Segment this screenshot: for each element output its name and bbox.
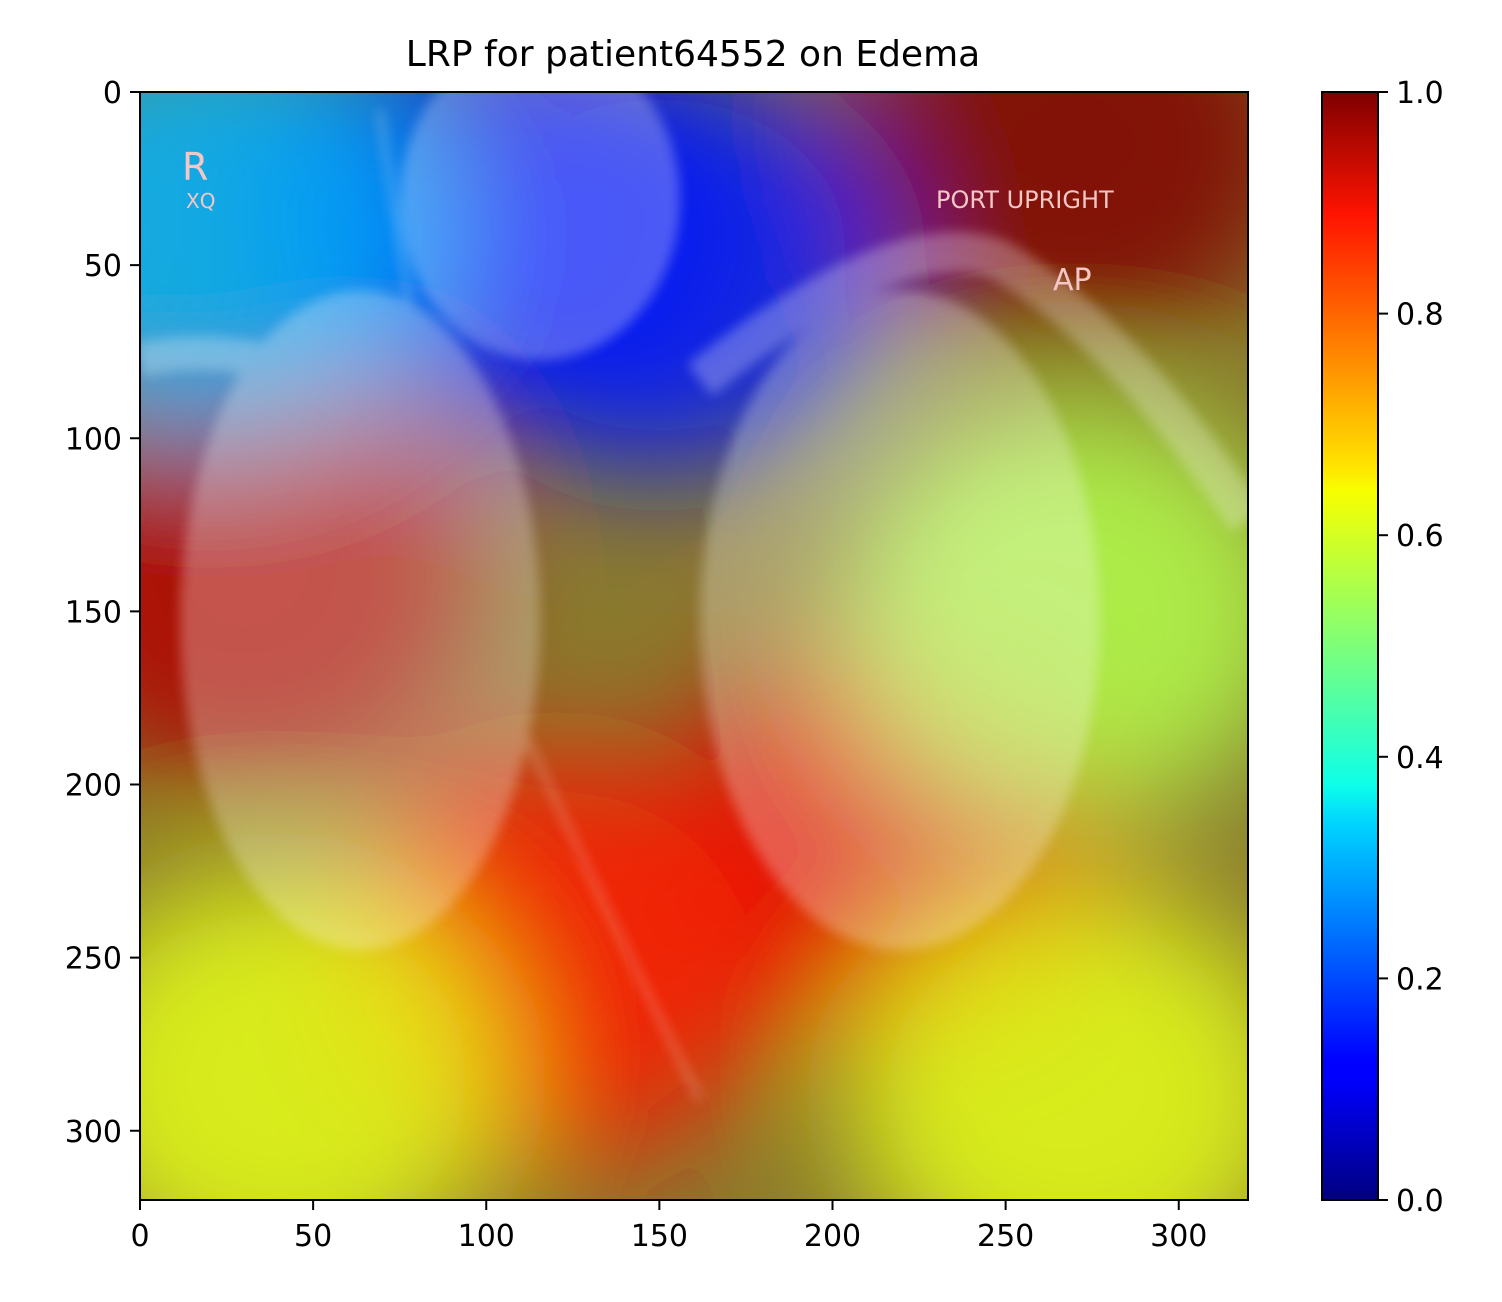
xray-neck <box>400 92 680 360</box>
colorbar <box>1321 91 1379 1201</box>
x-tick-label: 250 <box>977 1219 1034 1254</box>
relevance-blob <box>844 92 1248 354</box>
y-tick-label: 200 <box>65 769 122 804</box>
chart-title: LRP for patient64552 on Edema <box>406 34 980 75</box>
xray-port-upright: PORT UPRIGHT <box>936 186 1114 214</box>
colorbar-tick-label: 0.8 <box>1396 298 1444 333</box>
colorbar-axis: 0.0 0.2 0.4 0.6 0.8 1.0 <box>1378 76 1444 1219</box>
xray-marker-xq: XQ <box>186 189 215 213</box>
y-tick-label: 0 <box>103 76 122 111</box>
xray-right-lung <box>180 290 540 950</box>
x-tick-label: 0 <box>130 1219 149 1254</box>
xray-left-shoulder <box>687 232 1248 532</box>
relevance-blob <box>140 868 509 1200</box>
x-tick-label: 300 <box>1150 1219 1207 1254</box>
y-tick-label: 150 <box>65 595 122 630</box>
relevance-blob <box>844 886 1248 1200</box>
plot-frame <box>139 91 1249 1201</box>
x-tick-label: 200 <box>804 1219 861 1254</box>
xray-right-shoulder <box>140 336 449 445</box>
y-tick-label: 300 <box>65 1115 122 1150</box>
x-tick-label: 100 <box>458 1219 515 1254</box>
colorbar-tick-label: 1.0 <box>1396 76 1444 111</box>
colorbar-tick-label: 0.2 <box>1396 962 1444 997</box>
colorbar-tick-label: 0.4 <box>1396 741 1444 776</box>
x-axis: 0 50 100 150 200 250 300 <box>130 1200 1207 1254</box>
y-tick-label: 250 <box>65 942 122 977</box>
xray-structures <box>140 92 1248 1102</box>
y-tick-label: 50 <box>84 249 122 284</box>
heatmap-image: R XQ PORT UPRIGHT AP <box>140 92 1248 1200</box>
xray-ap: AP <box>1053 263 1092 298</box>
y-axis: 0 50 100 150 200 250 300 <box>65 76 140 1150</box>
colorbar-tick-label: 0.6 <box>1396 519 1444 554</box>
xray-marker-r: R <box>182 145 208 189</box>
colorbar-tick-label: 0.0 <box>1396 1184 1444 1219</box>
xray-tube <box>377 109 703 1102</box>
y-tick-label: 100 <box>65 422 122 457</box>
x-tick-label: 150 <box>631 1219 688 1254</box>
xray-left-lung <box>700 290 1100 950</box>
x-tick-label: 50 <box>294 1219 332 1254</box>
